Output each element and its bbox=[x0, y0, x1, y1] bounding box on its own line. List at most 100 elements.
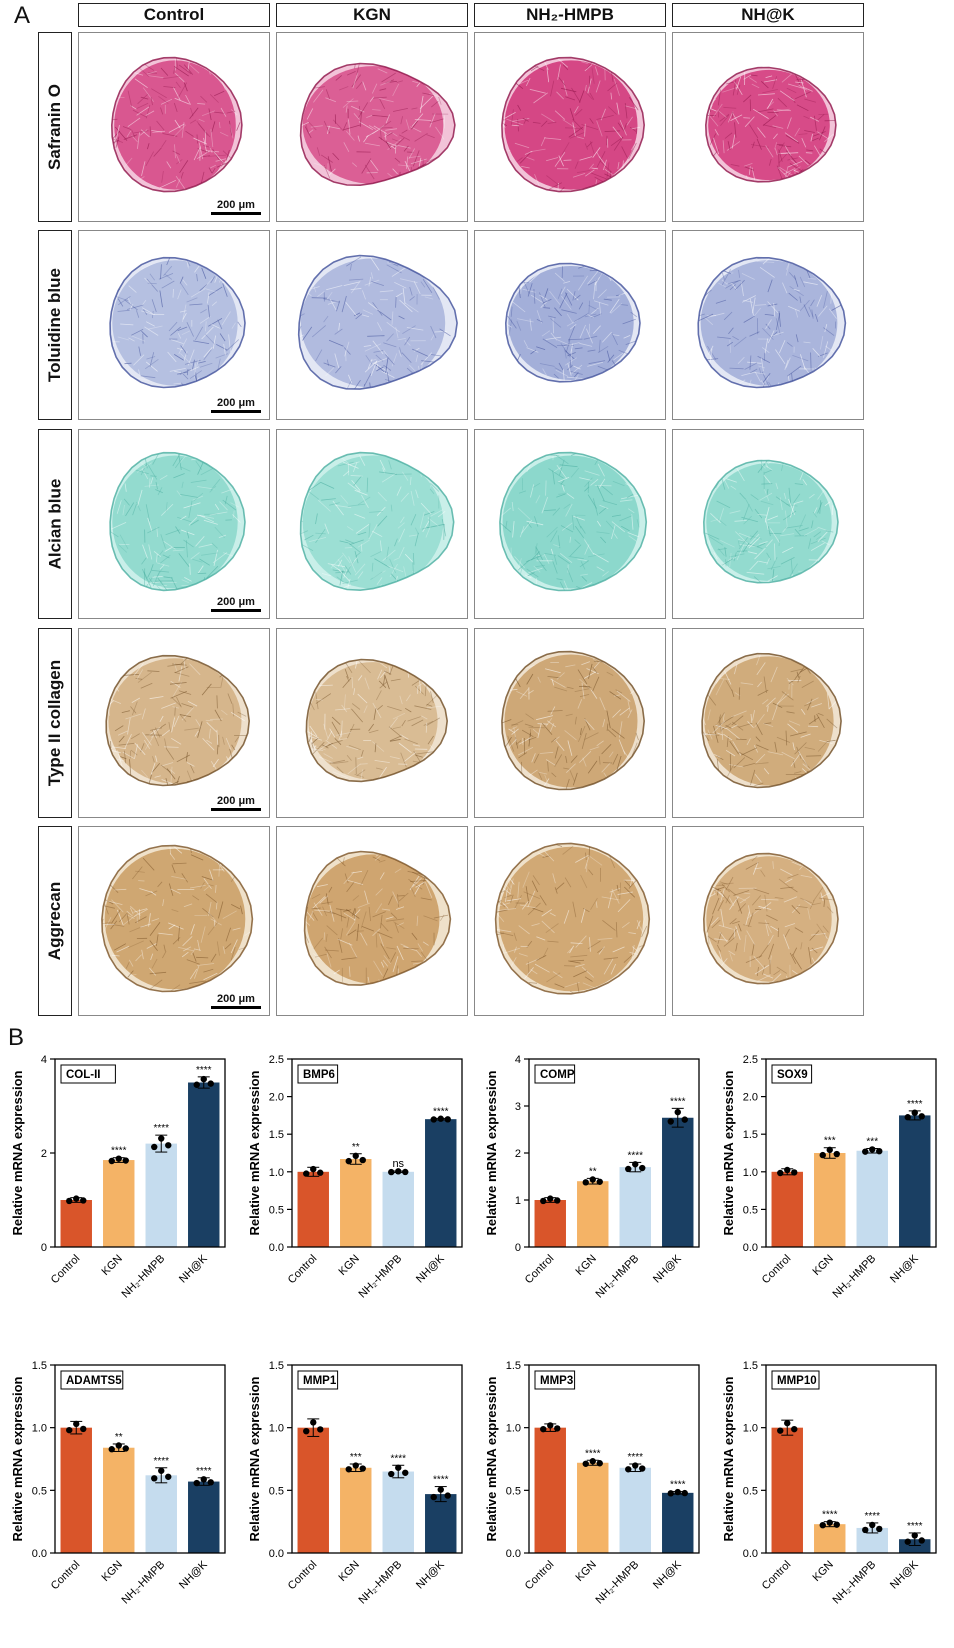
significance-label: ** bbox=[589, 1166, 597, 1177]
histology-image bbox=[276, 230, 468, 420]
x-tick-label: KGN bbox=[811, 1253, 836, 1278]
bar bbox=[772, 1172, 803, 1247]
bar bbox=[857, 1151, 888, 1247]
data-point bbox=[820, 1152, 826, 1158]
bar bbox=[535, 1428, 566, 1553]
bar bbox=[146, 1144, 177, 1247]
bar bbox=[814, 1524, 845, 1553]
data-point bbox=[777, 1170, 783, 1176]
data-point bbox=[639, 1165, 645, 1171]
x-tick-label: KGN bbox=[574, 1559, 599, 1584]
data-point bbox=[625, 1166, 631, 1172]
data-point bbox=[668, 1490, 674, 1496]
data-point bbox=[360, 1465, 366, 1471]
data-point bbox=[317, 1426, 323, 1432]
bar bbox=[620, 1167, 651, 1247]
histology-image: 200 μm bbox=[78, 429, 270, 619]
x-tick-label: Control bbox=[523, 1559, 557, 1593]
gene-label: MMP3 bbox=[540, 1375, 573, 1387]
x-tick-label: Control bbox=[49, 1559, 83, 1593]
data-point bbox=[395, 1465, 401, 1471]
y-tick-label: 1.0 bbox=[269, 1423, 284, 1435]
significance-label: **** bbox=[196, 1466, 212, 1477]
significance-label: **** bbox=[433, 1475, 449, 1486]
histology-image bbox=[474, 32, 666, 222]
significance-label: **** bbox=[153, 1123, 169, 1134]
bar bbox=[383, 1172, 414, 1247]
column-header: Control bbox=[78, 3, 270, 27]
tissue-section bbox=[277, 827, 468, 1016]
bar bbox=[425, 1494, 456, 1553]
data-point bbox=[109, 1446, 115, 1452]
y-tick-label: 1.5 bbox=[506, 1360, 521, 1372]
y-axis-label: Relative mRNA expression bbox=[721, 1070, 736, 1235]
data-point bbox=[310, 1419, 316, 1425]
data-point bbox=[346, 1466, 352, 1472]
data-point bbox=[675, 1109, 681, 1115]
data-point bbox=[554, 1197, 560, 1203]
gene-label: ADAMTS5 bbox=[66, 1375, 122, 1387]
y-tick-label: 2 bbox=[41, 1148, 47, 1160]
x-tick-label: NH₂-HMPB bbox=[594, 1253, 642, 1301]
significance-label: *** bbox=[866, 1136, 878, 1147]
x-tick-label: Control bbox=[286, 1559, 320, 1593]
tissue-section bbox=[475, 430, 666, 619]
data-point bbox=[784, 1420, 790, 1426]
significance-label: *** bbox=[350, 1452, 362, 1463]
bar bbox=[772, 1428, 803, 1553]
x-tick-label: KGN bbox=[811, 1559, 836, 1584]
x-tick-label: Control bbox=[760, 1253, 794, 1287]
data-point bbox=[310, 1166, 316, 1172]
bar bbox=[340, 1159, 371, 1247]
data-point bbox=[73, 1195, 79, 1201]
x-tick-label: NH@K bbox=[651, 1252, 684, 1285]
y-axis-label: Relative mRNA expression bbox=[721, 1376, 736, 1541]
y-tick-label: 4 bbox=[41, 1054, 47, 1066]
bar bbox=[814, 1153, 845, 1247]
data-point bbox=[201, 1076, 207, 1082]
histology-image: 200 μm bbox=[78, 32, 270, 222]
data-point bbox=[353, 1462, 359, 1468]
x-tick-label: NH@K bbox=[651, 1558, 684, 1591]
column-header: KGN bbox=[276, 3, 468, 27]
data-point bbox=[66, 1198, 72, 1204]
data-point bbox=[388, 1471, 394, 1477]
significance-label: **** bbox=[585, 1448, 601, 1459]
bar bbox=[577, 1463, 608, 1553]
y-axis-label: Relative mRNA expression bbox=[484, 1376, 499, 1541]
gene-label: MMP10 bbox=[777, 1375, 817, 1387]
data-point bbox=[303, 1428, 309, 1434]
histology-image bbox=[672, 230, 864, 420]
column-header: NH@K bbox=[672, 3, 864, 27]
x-tick-label: KGN bbox=[100, 1559, 125, 1584]
data-point bbox=[876, 1526, 882, 1532]
bar bbox=[61, 1428, 92, 1553]
bar bbox=[662, 1493, 693, 1553]
significance-label: **** bbox=[153, 1456, 169, 1467]
y-tick-label: 0 bbox=[41, 1242, 47, 1254]
bar bbox=[188, 1482, 219, 1553]
tissue-section bbox=[277, 231, 468, 420]
tissue-section bbox=[673, 231, 864, 420]
panel-a-letter: A bbox=[14, 2, 30, 30]
bar bbox=[425, 1119, 456, 1247]
significance-label: **** bbox=[822, 1510, 838, 1521]
y-axis-label: Relative mRNA expression bbox=[247, 1376, 262, 1541]
data-point bbox=[905, 1539, 911, 1545]
x-tick-label: NH@K bbox=[888, 1252, 921, 1285]
x-tick-label: Control bbox=[760, 1559, 794, 1593]
data-point bbox=[547, 1195, 553, 1201]
data-point bbox=[208, 1080, 214, 1086]
data-point bbox=[317, 1170, 323, 1176]
data-point bbox=[862, 1148, 868, 1154]
data-point bbox=[583, 1179, 589, 1185]
significance-label: **** bbox=[433, 1106, 449, 1117]
histology-image bbox=[276, 628, 468, 818]
bar bbox=[340, 1468, 371, 1553]
x-tick-label: NH@K bbox=[177, 1558, 210, 1591]
significance-label: ** bbox=[115, 1432, 123, 1443]
data-point bbox=[402, 1470, 408, 1476]
